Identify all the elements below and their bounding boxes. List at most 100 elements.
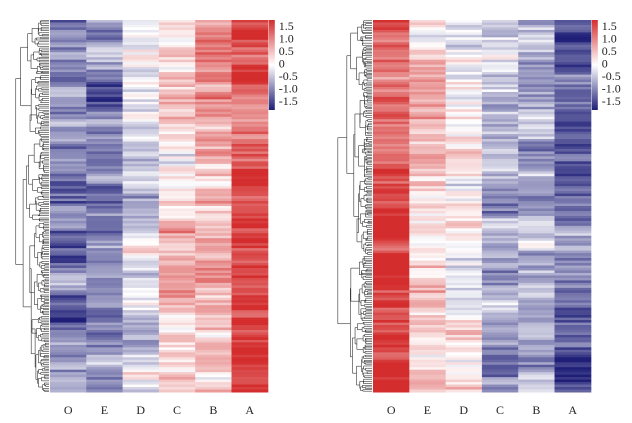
heatmap-cell	[554, 47, 592, 51]
heatmap-cell	[518, 387, 555, 391]
heatmap-cell	[86, 325, 124, 329]
heatmap-cell	[409, 144, 447, 147]
heatmap-cell	[373, 131, 410, 135]
heatmap-cell	[50, 208, 87, 212]
heatmap-cell	[518, 79, 555, 83]
heatmap-cell	[50, 20, 87, 23]
heatmap-cell	[445, 206, 483, 209]
heatmap-cell	[518, 330, 555, 333]
heatmap-cell	[373, 69, 410, 73]
heatmap-cell	[86, 96, 124, 100]
heatmap-cell	[554, 156, 592, 160]
heatmap-cell	[50, 312, 87, 316]
heatmap-cell	[445, 233, 483, 237]
heatmap-cell	[195, 126, 232, 130]
heatmap-cell	[518, 104, 555, 108]
heatmap-cell	[554, 163, 592, 167]
heatmap-cell	[373, 320, 410, 324]
heatmap-cell	[50, 77, 87, 81]
heatmap-cell	[373, 277, 410, 281]
colorbar	[591, 20, 598, 110]
heatmap-cell	[554, 44, 592, 48]
heatmap-cell	[231, 320, 269, 324]
heatmap-cell	[195, 74, 232, 78]
heatmap-cell	[50, 91, 87, 95]
heatmap-cell	[195, 347, 232, 351]
heatmap-cell	[554, 223, 592, 227]
row-dendrogram	[15, 20, 49, 392]
heatmap-cell	[122, 42, 160, 46]
heatmap-cell	[231, 332, 269, 336]
heatmap-cell	[231, 72, 269, 76]
heatmap-cell	[445, 67, 483, 71]
heatmap-cell	[481, 245, 519, 249]
heatmap-cell	[50, 158, 87, 162]
heatmap-cell	[481, 54, 519, 58]
colorbar-tick-label: -1.5	[279, 94, 298, 108]
heatmap-cell	[86, 181, 124, 185]
heatmap-cell	[409, 139, 447, 143]
heatmap-cell	[86, 84, 124, 88]
heatmap-cell	[481, 84, 519, 88]
heatmap-cell	[158, 126, 196, 130]
heatmap-cell	[122, 119, 160, 123]
heatmap-cell	[409, 297, 447, 301]
heatmap-cell	[518, 277, 555, 281]
heatmap-cell	[122, 124, 160, 128]
heatmap-cell	[554, 84, 592, 88]
heatmap-cell	[481, 387, 519, 391]
heatmap-cell	[554, 270, 592, 274]
heatmap-cell	[518, 337, 555, 341]
heatmap-cell	[195, 384, 232, 388]
heatmap-cell	[481, 89, 519, 93]
heatmap-cell	[122, 230, 160, 234]
heatmap-cell	[86, 176, 124, 180]
heatmap-cell	[50, 111, 87, 115]
heatmap-cell	[50, 183, 87, 187]
heatmap-cell	[86, 255, 124, 259]
heatmap-cell	[373, 124, 410, 128]
heatmap-cell	[50, 332, 87, 336]
heatmap-cell	[158, 332, 196, 336]
heatmap-cell	[122, 82, 160, 85]
heatmap-cell	[86, 94, 124, 98]
heatmap-cell	[373, 332, 410, 336]
heatmap-cell	[195, 47, 232, 51]
heatmap-cell	[86, 292, 124, 296]
heatmap-cell	[373, 330, 410, 333]
heatmap-cell	[231, 275, 269, 279]
heatmap-cell	[158, 208, 196, 212]
heatmap-cell	[86, 327, 124, 331]
heatmap-cell	[122, 305, 160, 309]
heatmap-cell	[86, 317, 124, 321]
heatmap-cell	[518, 272, 555, 276]
heatmap-cell	[409, 116, 447, 120]
heatmap-cell	[554, 89, 592, 93]
heatmap-cell	[231, 295, 269, 299]
heatmap-cell	[195, 141, 232, 145]
heatmap-cell	[231, 86, 269, 90]
heatmap-cell	[231, 352, 269, 356]
heatmap-cell	[158, 233, 196, 237]
heatmap-cell	[122, 114, 160, 118]
heatmap-cell	[481, 196, 519, 200]
heatmap-cell	[481, 198, 519, 202]
heatmap-cell	[481, 151, 519, 155]
heatmap-cell	[554, 176, 592, 180]
heatmap-cell	[231, 263, 269, 267]
heatmap-cell	[518, 54, 555, 58]
heatmap-cell	[86, 312, 124, 316]
heatmap-cell	[481, 372, 519, 376]
heatmap-cell	[231, 349, 269, 353]
heatmap-cell	[86, 203, 124, 207]
heatmap-cell	[50, 339, 87, 343]
heatmap-cell	[373, 74, 410, 78]
heatmap-cell	[86, 131, 124, 135]
heatmap-cell	[554, 238, 592, 242]
heatmap-cell	[445, 176, 483, 180]
heatmap-cell	[231, 67, 269, 71]
heatmap-cell	[86, 74, 124, 78]
heatmap-cell	[195, 243, 232, 247]
heatmap-cell	[50, 144, 87, 147]
heatmap-cell	[409, 310, 447, 314]
